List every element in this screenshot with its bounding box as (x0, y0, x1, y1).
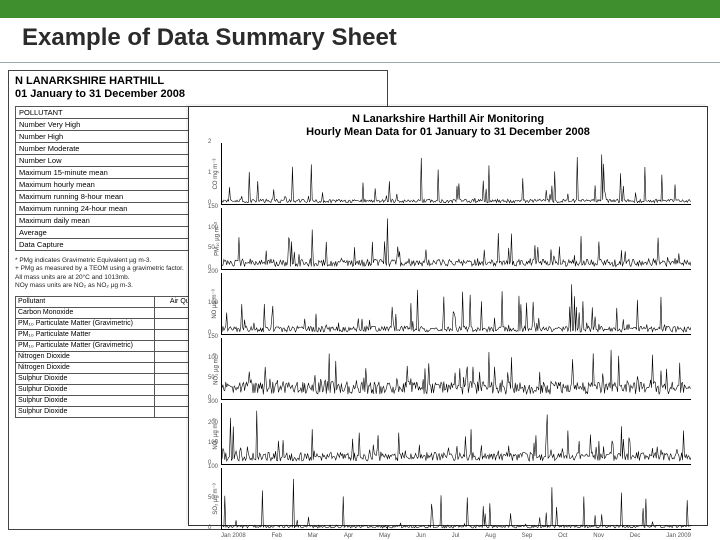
site-header: N LANARKSHIRE HARTHILL 01 January to 31 … (15, 75, 381, 100)
timeseries-line (222, 273, 691, 334)
timeseries-line (222, 338, 691, 399)
chart-sheet: N Lanarkshire Harthill Air Monitoring Ho… (188, 106, 708, 526)
site-period: 01 January to 31 December 2008 (15, 88, 381, 101)
chart-rows: CO mg m⁻³012PM₁₀ µg m⁻³050100150NO µg m⁻… (199, 143, 697, 530)
y-tick: 100 (208, 440, 218, 446)
col-header: Pollutant (16, 296, 155, 307)
poll-name: Sulphur Dioxide (16, 384, 155, 395)
y-tick: 300 (208, 399, 218, 405)
timeseries-line (222, 468, 691, 529)
y-tick: 200 (208, 420, 218, 426)
poll-name: Sulphur Dioxide (16, 373, 155, 384)
y-tick: 0 (208, 525, 211, 531)
y-axis-label: CO mg m⁻³ (212, 158, 219, 189)
y-tick: 100 (208, 300, 218, 306)
poll-name: PM₁₀ Particulate Matter (Gravimetric) (16, 340, 155, 351)
timeseries-line (222, 403, 691, 464)
timeseries-line (222, 208, 691, 269)
site-name: N LANARKSHIRE HARTHILL (15, 75, 381, 88)
chart-title-2: Hourly Mean Data for 01 January to 31 De… (199, 126, 697, 139)
x-tick: Apr (344, 533, 353, 539)
y-tick: 100 (208, 464, 218, 470)
y-tick: 2 (208, 139, 211, 145)
x-tick: Mar (308, 533, 318, 539)
x-tick: Sep (522, 533, 533, 539)
poll-name: Sulphur Dioxide (16, 395, 155, 406)
y-tick: 50 (208, 375, 215, 381)
x-tick: Jan 2009 (666, 533, 691, 539)
y-tick: 100 (208, 355, 218, 361)
chart-panel: SO₂ µg m⁻³050100 (221, 468, 691, 530)
chart-panel: PM₁₀ µg m⁻³050100150 (221, 208, 691, 270)
x-tick: Jan 2008 (221, 533, 246, 539)
x-tick: Feb (272, 533, 282, 539)
x-tick: Aug (485, 533, 496, 539)
poll-name: Sulphur Dioxide (16, 406, 155, 417)
chart-panel: NO µg m⁻³0100200 (221, 273, 691, 335)
chart-panel: CO mg m⁻³012 (221, 143, 691, 205)
y-tick: 50 (208, 495, 215, 501)
x-tick: Dec (630, 533, 641, 539)
accent-bar (0, 0, 720, 18)
sheet-stack: N LANARKSHIRE HARTHILL 01 January to 31 … (8, 70, 712, 536)
x-tick: Jul (452, 533, 460, 539)
chart-title-1: N Lanarkshire Harthill Air Monitoring (199, 113, 697, 126)
y-tick: 150 (208, 334, 218, 340)
x-tick: May (379, 533, 390, 539)
y-tick: 150 (208, 204, 218, 210)
x-tick: Oct (558, 533, 567, 539)
poll-name: PM₁₀ Particulate Matter (16, 329, 155, 340)
poll-name: Nitrogen Dioxide (16, 351, 155, 362)
y-tick: 100 (208, 225, 218, 231)
slide-title: Example of Data Summary Sheet (0, 18, 720, 63)
poll-name: PM₁₀ Particulate Matter (Gravimetric) (16, 318, 155, 329)
chart-title: N Lanarkshire Harthill Air Monitoring Ho… (199, 113, 697, 139)
chart-panel: NOₓ µg m⁻³0100200300 (221, 403, 691, 465)
poll-name: Nitrogen Dioxide (16, 362, 155, 373)
y-tick: 50 (208, 245, 215, 251)
x-axis: Jan 2008 Feb Mar Apr May Jun Jul Aug Sep Oct Nov De… (221, 533, 691, 539)
timeseries-line (222, 143, 691, 204)
chart-panel: NO₂ µg m⁻³050100150 (221, 338, 691, 400)
y-tick: 200 (208, 269, 218, 275)
x-tick: Nov (593, 533, 604, 539)
poll-name: Carbon Monoxide (16, 307, 155, 318)
y-tick: 1 (208, 170, 211, 176)
x-tick: Jun (416, 533, 426, 539)
